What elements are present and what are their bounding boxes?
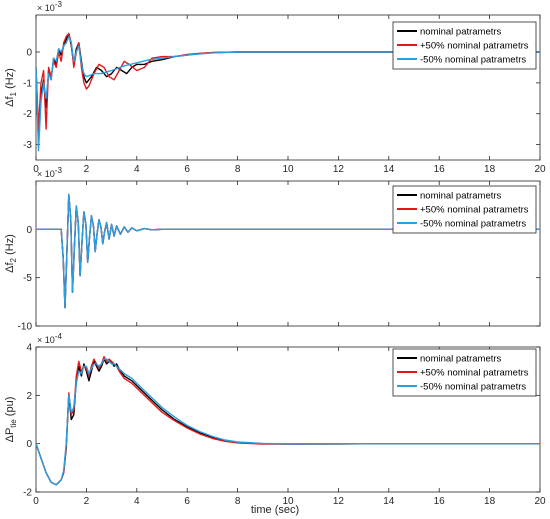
- y-exponent: × 10-3: [37, 166, 62, 179]
- legend-entry: -50% nominal patrametrs: [420, 55, 526, 66]
- y-tick-label: 4: [26, 343, 32, 354]
- y-label-main: ΔP: [4, 428, 16, 443]
- y-axis-label: ΔPtie (pu): [4, 397, 18, 443]
- y-label-unit: (Hz): [4, 68, 16, 92]
- x-tick-label: 6: [184, 164, 190, 175]
- series-line-3: [36, 35, 540, 152]
- y-label-main: Δf: [4, 95, 16, 106]
- x-tick-label: 0: [33, 164, 39, 175]
- y-label-main: Δf: [4, 261, 16, 272]
- series-line-3: [36, 193, 540, 309]
- y-exponent: × 10-4: [37, 332, 62, 345]
- y-label-unit: (Hz): [4, 234, 16, 258]
- y-tick-label: -1: [23, 78, 32, 89]
- x-tick-label: 4: [134, 164, 140, 175]
- y-label-subscript: tie: [9, 419, 18, 428]
- legend-entry: nominal patrametrs: [420, 27, 502, 38]
- legend-entry: +50% nominal patrametrs: [420, 41, 529, 52]
- y-tick-label: -3: [23, 140, 32, 151]
- x-tick-label: 6: [184, 496, 190, 507]
- x-tick-label: 2: [84, 164, 90, 175]
- legend: nominal patrametrs +50% nominal patrametr…: [392, 185, 537, 234]
- x-tick-label: 8: [235, 496, 241, 507]
- series-group: [36, 356, 540, 486]
- y-exponent-power: -3: [55, 166, 63, 175]
- x-tick-label: 18: [484, 496, 496, 507]
- legend-entry: +50% nominal patrametrs: [420, 368, 529, 379]
- x-tick-label: 0: [33, 496, 39, 507]
- x-tick-label: 14: [383, 164, 395, 175]
- x-tick-label: 16: [434, 496, 446, 507]
- y-exponent-power: -3: [55, 0, 63, 9]
- y-tick-label: -2: [23, 109, 32, 120]
- y-tick-label: 0: [26, 225, 32, 236]
- x-tick-label: 2: [84, 496, 90, 507]
- y-exponent: × 10-3: [37, 0, 62, 13]
- legend-entry: +50% nominal patrametrs: [420, 205, 529, 216]
- x-tick-label: 20: [534, 496, 546, 507]
- y-axis-label: Δf2 (Hz): [4, 234, 18, 273]
- y-exponent-power: -4: [55, 332, 63, 341]
- legend: nominal patrametrs +50% nominal patrametr…: [392, 348, 537, 397]
- x-axis-label: time (sec): [251, 504, 299, 516]
- x-tick-label: 12: [333, 164, 345, 175]
- series-group: [36, 32, 540, 152]
- y-label-subscript: 2: [9, 257, 18, 262]
- y-axis-label: Δf1 (Hz): [4, 68, 18, 107]
- legend-entry: -50% nominal patrametrs: [420, 219, 526, 230]
- y-tick-label: 0: [26, 48, 32, 59]
- x-tick-label: 10: [282, 164, 294, 175]
- y-tick-label: -2: [23, 488, 32, 499]
- legend-entry: nominal patrametrs: [420, 354, 502, 365]
- x-tick-label: 4: [134, 496, 140, 507]
- series-group: [36, 193, 540, 309]
- x-tick-label: 20: [534, 164, 546, 175]
- x-tick-label: 8: [235, 164, 241, 175]
- x-tick-label: 10: [282, 496, 294, 507]
- legend-entry: -50% nominal patrametrs: [420, 382, 526, 393]
- series-line-3: [36, 358, 540, 486]
- legend: nominal patrametrs +50% nominal patrametr…: [392, 21, 537, 70]
- x-tick-label: 12: [333, 496, 345, 507]
- y-label-subscript: 1: [9, 91, 18, 96]
- y-tick-label: 2: [26, 391, 32, 402]
- x-tick-label: 14: [383, 496, 395, 507]
- x-tick-label: 16: [434, 164, 446, 175]
- y-tick-label: -5: [23, 273, 32, 284]
- legend-entry: nominal patrametrs: [420, 191, 502, 202]
- y-label-unit: (pu): [4, 397, 16, 420]
- x-tick-label: 18: [484, 164, 496, 175]
- y-tick-label: 0: [26, 439, 32, 450]
- y-tick-label: -10: [18, 322, 33, 333]
